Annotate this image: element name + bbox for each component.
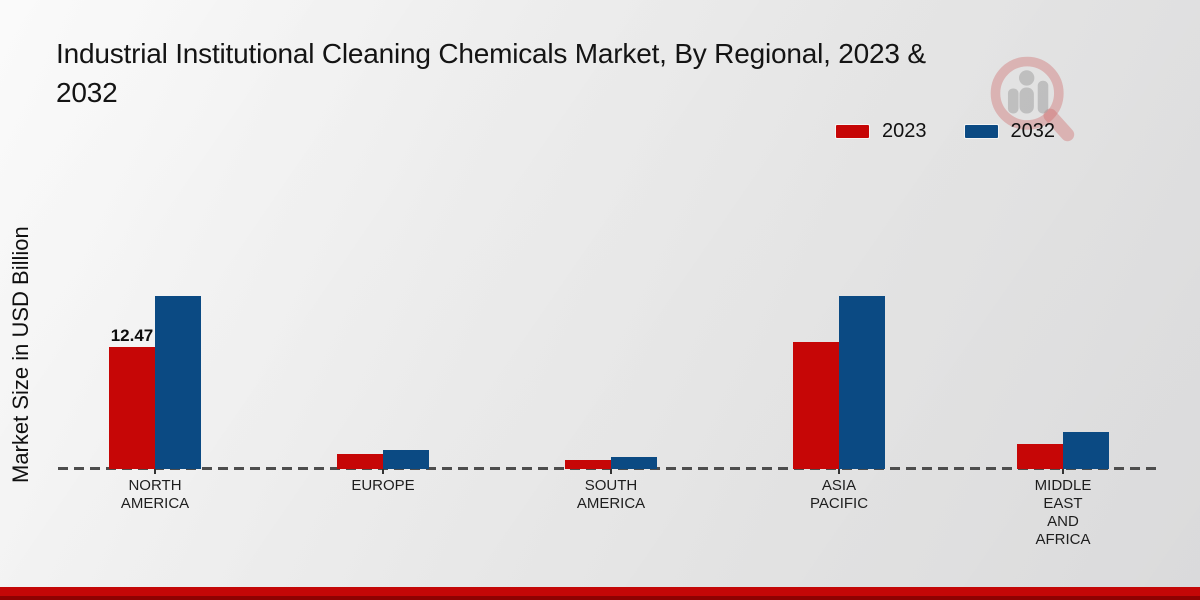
- legend-label: 2023: [882, 120, 927, 142]
- bar-wrap: [1017, 444, 1063, 469]
- x-axis-label-middle-east-and-africa: MIDDLE EAST AND AFRICA: [993, 477, 1133, 549]
- bar-wrap: [383, 450, 429, 469]
- bar-2032-europe: [383, 450, 429, 469]
- bar-wrap: [793, 342, 839, 469]
- x-axis-label-line: AMERICA: [120, 495, 190, 512]
- bar-2023-europe: [337, 454, 383, 469]
- chart-title: Industrial Institutional Cleaning Chemic…: [56, 34, 1146, 112]
- x-axis-label-line: AFRICA: [1035, 531, 1091, 548]
- x-axis-label-line: AMERICA: [576, 495, 646, 512]
- bar-2032-asia-pacific: [839, 296, 885, 469]
- x-axis-tick: [838, 469, 840, 474]
- bar-2032-middle-east-and-africa: [1063, 432, 1109, 469]
- bar-group-south-america: [565, 457, 657, 469]
- legend-label: 2032: [1010, 120, 1056, 142]
- bar-wrap: [565, 460, 611, 469]
- bar-group-asia-pacific: [793, 296, 885, 469]
- bar-wrap: [337, 454, 383, 469]
- bar-wrap: [611, 457, 657, 469]
- x-axis-label-south-america: SOUTH AMERICA: [541, 477, 681, 513]
- legend-swatch-2032: [964, 125, 998, 138]
- bar-wrap: 12.47: [109, 326, 155, 469]
- legend-swatch-2023: [836, 125, 869, 138]
- bar-wrap: [1063, 432, 1109, 469]
- x-axis-label-line: PACIFIC: [809, 495, 869, 512]
- bar-wrap: [839, 296, 885, 469]
- x-axis-label-line: EUROPE: [351, 477, 415, 494]
- bar-2032-north-america: [155, 296, 201, 469]
- legend: 2023 2032: [836, 120, 1055, 143]
- bar-2023-middle-east-and-africa: [1017, 444, 1063, 469]
- x-axis-label-line: AND: [1047, 513, 1079, 530]
- chart-title-line1: Industrial Institutional Cleaning Chemic…: [56, 38, 926, 69]
- x-axis-label-asia-pacific: ASIA PACIFIC: [769, 477, 909, 513]
- bar-2023-south-america: [565, 460, 611, 469]
- x-axis-label-line: ASIA: [821, 477, 857, 494]
- x-axis-label-line: EAST: [1043, 495, 1083, 512]
- x-axis-label-line: SOUTH: [584, 477, 638, 494]
- x-axis-tick: [382, 469, 384, 474]
- chart-title-line2: 2032: [56, 77, 118, 108]
- bar-group-europe: [337, 450, 429, 469]
- x-axis-label-north-america: NORTH AMERICA: [85, 477, 225, 513]
- market-research-future-logo-icon: [990, 56, 1075, 142]
- bar-wrap: [155, 296, 201, 469]
- bar-2023-north-america: [109, 347, 155, 469]
- bar-2032-south-america: [611, 457, 657, 469]
- bar-group-middle-east-and-africa: [1017, 432, 1109, 469]
- x-axis-tick: [154, 469, 156, 474]
- bar-value-label: 12.47: [110, 326, 154, 345]
- x-axis-label-line: NORTH: [128, 477, 182, 494]
- footer-red-band: [0, 587, 1200, 600]
- bar-group-north-america: 12.47: [109, 296, 201, 469]
- legend-item-2032: 2032: [964, 120, 1056, 143]
- x-axis-label-europe: EUROPE: [313, 477, 453, 495]
- x-axis-label-line: MIDDLE: [1034, 477, 1092, 494]
- legend-item-2023: 2023: [836, 120, 927, 143]
- bar-2023-asia-pacific: [793, 342, 839, 469]
- x-axis-tick: [1062, 469, 1064, 474]
- x-axis-tick: [610, 469, 612, 474]
- y-axis-label: Market Size in USD Billion: [8, 226, 33, 484]
